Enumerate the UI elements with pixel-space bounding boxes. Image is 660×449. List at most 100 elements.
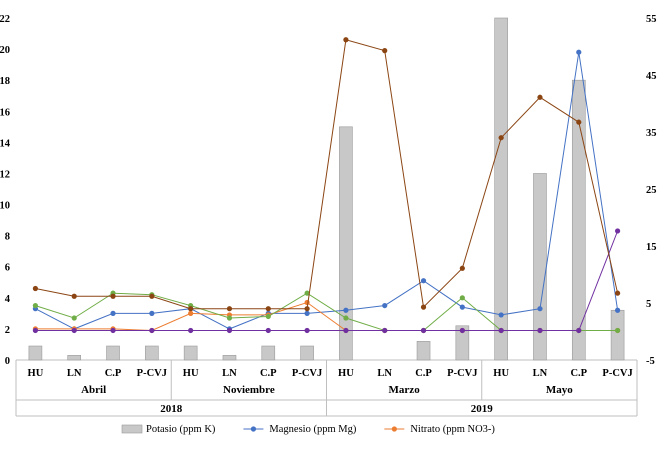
series-point <box>382 48 388 54</box>
group-label: Noviembre <box>223 384 275 396</box>
y-right-tick-label: -5 <box>646 356 655 367</box>
y-left-tick-label: 10 <box>0 201 10 212</box>
series-point <box>188 306 194 312</box>
series-point <box>343 315 349 321</box>
series-point <box>459 295 465 301</box>
bar <box>416 341 431 361</box>
series-point <box>32 302 39 309</box>
series-point <box>304 327 310 334</box>
x-tick-label: HU <box>28 368 44 379</box>
legend-label: Nitrato (ppm NO3-) <box>410 424 495 435</box>
series-point <box>265 313 271 320</box>
x-tick-label: C.P <box>260 368 277 379</box>
series-point <box>614 307 621 313</box>
x-tick-label: LN <box>67 368 82 379</box>
series-point <box>537 306 543 312</box>
series-point <box>304 299 310 306</box>
series-line <box>35 230 619 331</box>
y-left-tick-label: 20 <box>0 45 10 56</box>
series-point <box>537 94 543 100</box>
x-tick-label: LN <box>377 368 392 379</box>
legend-swatch-marker <box>250 426 257 432</box>
series-point <box>265 327 271 334</box>
series-point <box>382 327 388 334</box>
series-point <box>576 119 582 125</box>
series-point <box>188 327 194 334</box>
bar <box>494 17 508 361</box>
series-point <box>149 310 155 316</box>
series-point <box>304 290 310 296</box>
series-point <box>382 302 388 309</box>
bar <box>339 126 353 361</box>
x-tick-label: P-CVJ <box>292 368 322 379</box>
series-point <box>420 327 427 334</box>
y-right-tick-label: 15 <box>646 242 657 253</box>
series-point <box>576 327 582 334</box>
series-point <box>32 327 39 334</box>
y-left-tick-label: 16 <box>0 107 10 118</box>
bar <box>261 345 276 361</box>
bar <box>28 345 43 361</box>
y-left-tick-label: 22 <box>0 14 10 25</box>
x-tick-label: HU <box>338 368 354 379</box>
series-point <box>614 327 621 334</box>
series-point <box>304 310 310 316</box>
series-line <box>35 301 618 332</box>
x-tick-label: LN <box>533 368 548 379</box>
legend-label: Potasio (ppm K) <box>146 424 216 435</box>
bar <box>610 309 625 361</box>
x-tick-label: P-CVJ <box>447 368 477 379</box>
bar <box>300 345 314 361</box>
x-tick-label: C.P <box>105 368 122 379</box>
series-point <box>71 327 77 334</box>
y-right-tick-label: 35 <box>646 128 657 139</box>
y-left-tick-label: 14 <box>0 138 11 149</box>
y-right-tick-label: 25 <box>646 185 657 196</box>
series-point <box>459 304 465 310</box>
x-tick-label: C.P <box>415 368 432 379</box>
bar <box>455 325 470 361</box>
series-point <box>537 327 543 334</box>
series-point <box>459 265 465 271</box>
bar <box>222 355 237 361</box>
legend-swatch <box>121 424 143 434</box>
series-point <box>343 37 349 43</box>
series-point <box>498 327 504 334</box>
bar <box>106 345 120 361</box>
y-left-tick-label: 18 <box>0 76 10 87</box>
x-tick-label: HU <box>493 368 509 379</box>
series-point <box>420 278 427 284</box>
y-right-tick-label: 55 <box>646 14 657 25</box>
y-left-tick-label: 4 <box>5 294 11 305</box>
series-line <box>35 52 619 330</box>
y-right-tick-label: 45 <box>646 71 657 82</box>
series-point <box>576 49 582 55</box>
series-point <box>614 290 621 296</box>
series-point <box>110 327 116 334</box>
x-tick-label: P-CVJ <box>137 368 167 379</box>
x-tick-label: HU <box>183 368 199 379</box>
series-point <box>343 327 349 334</box>
series-point <box>226 315 233 321</box>
year-label: 2019 <box>471 403 494 415</box>
y-left-tick-label: 12 <box>0 169 10 180</box>
year-label: 2018 <box>160 403 183 415</box>
bar <box>67 355 82 361</box>
x-tick-label: LN <box>222 368 237 379</box>
x-tick-label: P-CVJ <box>602 368 632 379</box>
bar <box>571 79 586 361</box>
bar <box>183 345 198 361</box>
bar <box>145 345 159 361</box>
series-point <box>343 307 349 313</box>
series-point <box>71 293 77 299</box>
series-line <box>35 39 619 310</box>
series-point <box>614 228 621 234</box>
series-point <box>420 304 427 310</box>
series-point <box>304 306 310 312</box>
legend-label: Magnesio (ppm Mg) <box>269 424 356 435</box>
series-point <box>226 306 233 312</box>
y-left-tick-label: 6 <box>5 263 10 274</box>
y-left-tick-label: 2 <box>5 325 10 336</box>
